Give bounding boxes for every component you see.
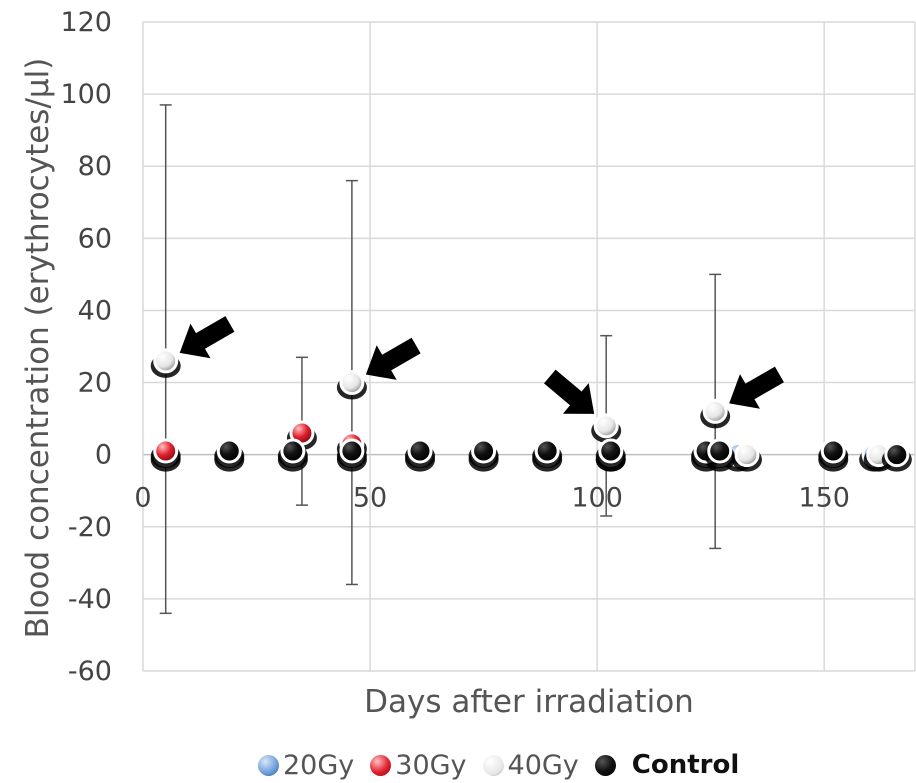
grid <box>142 21 916 672</box>
point-control <box>884 442 910 468</box>
y-tick-label: 0 <box>95 440 112 471</box>
legend-item-30gy: 30Gy <box>370 749 467 781</box>
error-bars <box>159 104 722 615</box>
point-40gy <box>339 370 365 396</box>
legend-swatch <box>370 754 392 776</box>
legend-item-40gy: 40Gy <box>482 749 579 781</box>
y-tick-label: 80 <box>78 151 112 182</box>
x-tick-label: 50 <box>353 483 387 514</box>
y-tick-label: 20 <box>78 368 112 399</box>
y-tick-label: -60 <box>68 656 112 687</box>
y-tick-label: 100 <box>60 79 112 110</box>
annotation-arrow <box>543 369 595 414</box>
annotation-arrow <box>179 316 235 359</box>
annotation-arrow <box>729 366 784 409</box>
scatter-chart: -60 -40 -20 0 20 40 60 80 100 120 0 50 100 150 Days … <box>20 7 916 720</box>
point-30gy <box>153 438 179 464</box>
data-points <box>150 348 912 472</box>
point-control <box>820 438 846 464</box>
point-control <box>534 438 560 464</box>
annotation-arrows <box>179 316 784 414</box>
point-control <box>471 438 497 464</box>
point-control <box>216 438 242 464</box>
y-tick-label: -40 <box>68 584 112 615</box>
legend-label: 40Gy <box>507 749 579 781</box>
x-tick-label: 0 <box>134 483 151 514</box>
point-control <box>339 438 365 464</box>
legend-swatch <box>258 754 279 776</box>
y-tick-label: 40 <box>78 295 112 326</box>
legend-item-control: Control <box>594 750 740 780</box>
x-axis-title: Days after irradiation <box>364 684 694 720</box>
legend: 20Gy 30Gy 40Gy Control <box>258 748 755 782</box>
legend-item-20gy: 20Gy <box>258 750 354 781</box>
legend-swatch <box>482 754 504 776</box>
y-tick-label: 120 <box>60 7 112 38</box>
point-control <box>407 438 433 464</box>
legend-label: 20Gy <box>283 749 355 781</box>
y-tick-labels: -60 -40 -20 0 20 40 60 80 100 120 <box>60 7 112 687</box>
y-axis-title: Blood concentration (erythrocytes/µl) <box>20 58 56 639</box>
x-tick-label: 100 <box>571 483 623 514</box>
point-control <box>280 438 306 464</box>
point-control <box>707 438 733 464</box>
legend-swatch <box>594 754 616 776</box>
point-control <box>598 438 624 464</box>
x-tick-label: 150 <box>798 483 850 514</box>
annotation-arrow <box>365 337 421 380</box>
point-40gy <box>702 398 728 424</box>
x-tick-labels: 0 50 100 150 <box>134 483 850 514</box>
legend-label: Control <box>631 750 740 780</box>
y-tick-label: 60 <box>78 223 112 254</box>
y-tick-label: -20 <box>68 512 112 543</box>
point-40gy <box>593 413 619 439</box>
legend-label: 30Gy <box>395 749 467 781</box>
point-40gy <box>734 442 760 468</box>
point-40gy <box>153 348 179 374</box>
